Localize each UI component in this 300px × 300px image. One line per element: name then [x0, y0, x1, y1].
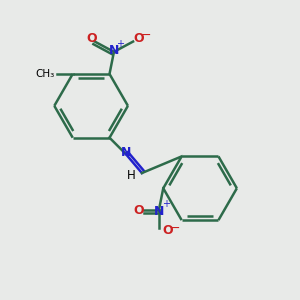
Text: +: + — [116, 39, 124, 49]
Text: O: O — [86, 32, 97, 44]
Text: +: + — [162, 199, 170, 209]
Text: N: N — [109, 44, 119, 57]
Text: N: N — [154, 205, 164, 218]
Text: O: O — [133, 32, 144, 44]
Text: H: H — [127, 169, 136, 182]
Text: O: O — [162, 224, 173, 238]
Text: CH₃: CH₃ — [35, 69, 55, 79]
Text: O: O — [134, 204, 144, 217]
Text: −: − — [141, 28, 152, 42]
Text: N: N — [121, 146, 131, 159]
Text: −: − — [170, 221, 180, 235]
